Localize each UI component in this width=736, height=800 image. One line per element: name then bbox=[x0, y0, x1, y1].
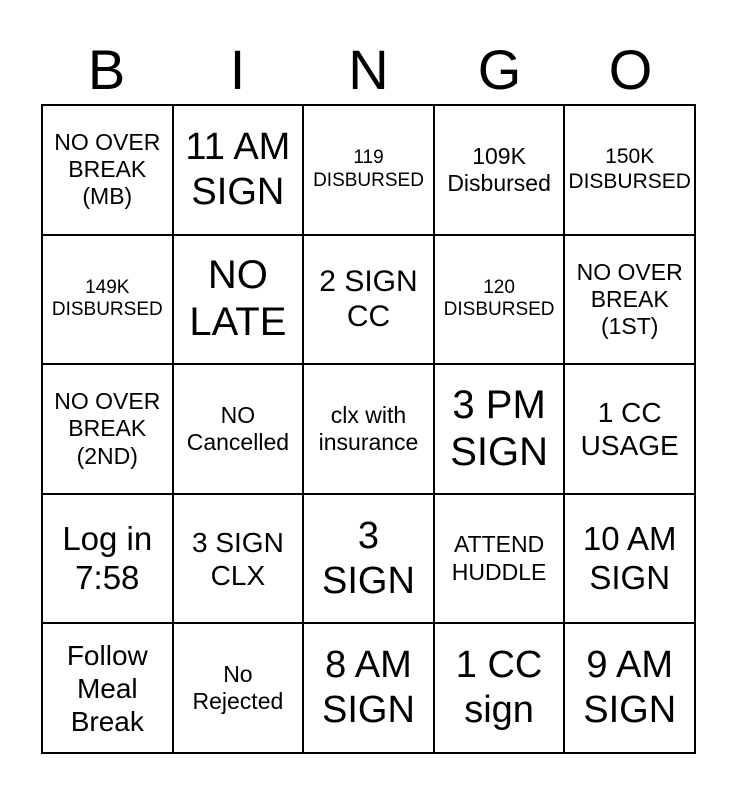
bingo-cell-r1c5[interactable]: 150K DISBURSED bbox=[565, 106, 694, 234]
bingo-title: B I N G O bbox=[41, 0, 696, 104]
bingo-cell-r3c2[interactable]: NO Cancelled bbox=[173, 365, 303, 493]
bingo-cell-r4c3[interactable]: 3 SIGN bbox=[304, 494, 433, 623]
bingo-cell-r3c1[interactable]: NO OVER BREAK (2ND) bbox=[43, 365, 172, 493]
bingo-cell-r4c1[interactable]: Log in 7:58 bbox=[43, 494, 172, 623]
bingo-cell-r2c5[interactable]: NO OVER BREAK (1ST) bbox=[565, 235, 694, 364]
bingo-letter-g: G bbox=[477, 38, 522, 101]
bingo-cell-r5c4[interactable]: 1 CC sign bbox=[434, 624, 564, 752]
bingo-letter-n: N bbox=[348, 38, 389, 101]
bingo-cell-r5c3[interactable]: 8 AM SIGN bbox=[304, 624, 433, 752]
bingo-cell-r2c3[interactable]: 2 SIGN CC bbox=[304, 235, 433, 364]
bingo-cell-r4c5[interactable]: 10 AM SIGN bbox=[565, 494, 694, 623]
bingo-cell-r1c4[interactable]: 109K Disbursed bbox=[434, 106, 564, 234]
bingo-cell-r1c2[interactable]: 11 AM SIGN bbox=[173, 106, 303, 234]
bingo-cell-r4c2[interactable]: 3 SIGN CLX bbox=[173, 494, 303, 623]
bingo-cell-r5c1[interactable]: Follow Meal Break bbox=[43, 624, 172, 752]
bingo-grid: NO OVER BREAK (MB) 11 AM SIGN 119 DISBUR… bbox=[41, 104, 696, 754]
bingo-cell-r2c1[interactable]: 149K DISBURSED bbox=[43, 235, 172, 364]
bingo-cell-r3c4[interactable]: 3 PM SIGN bbox=[434, 365, 564, 493]
bingo-letter-i: I bbox=[229, 38, 246, 101]
bingo-cell-r4c4[interactable]: ATTEND HUDDLE bbox=[434, 494, 564, 623]
bingo-letter-b: B bbox=[87, 38, 126, 101]
bingo-letter-o: O bbox=[608, 38, 653, 101]
bingo-cell-r2c4[interactable]: 120 DISBURSED bbox=[434, 235, 564, 364]
bingo-cell-r2c2[interactable]: NO LATE bbox=[173, 235, 303, 364]
bingo-cell-r5c2[interactable]: No Rejected bbox=[173, 624, 303, 752]
bingo-cell-r1c1[interactable]: NO OVER BREAK (MB) bbox=[43, 106, 172, 234]
bingo-cell-r5c5[interactable]: 9 AM SIGN bbox=[565, 624, 694, 752]
bingo-cell-r3c5[interactable]: 1 CC USAGE bbox=[565, 365, 694, 493]
bingo-cell-r3c3[interactable]: clx with insurance bbox=[304, 365, 433, 493]
bingo-cell-r1c3[interactable]: 119 DISBURSED bbox=[304, 106, 433, 234]
